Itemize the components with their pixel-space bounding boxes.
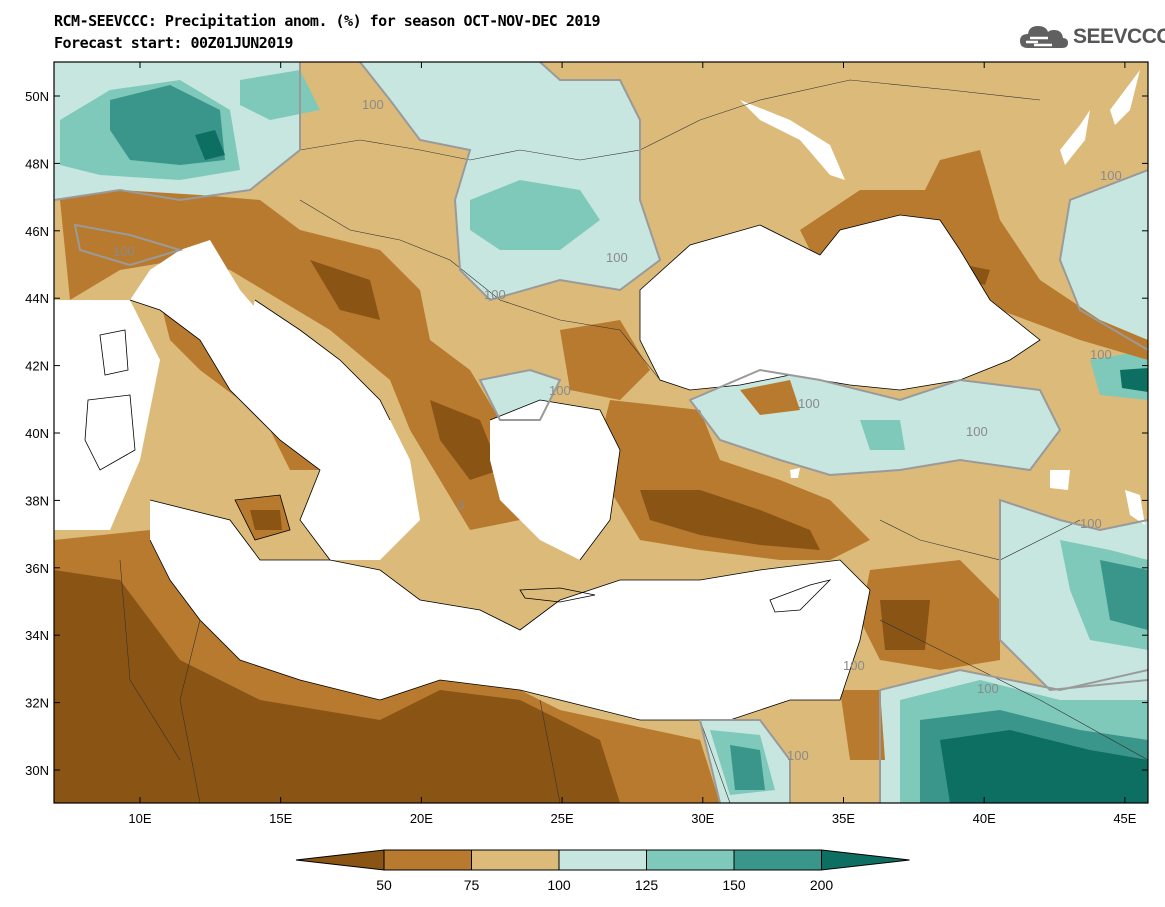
colorbar-segment: [383, 849, 472, 871]
contour-label: 100: [977, 681, 999, 696]
colorbar-tick-label: 150: [722, 877, 746, 893]
lat-label: 30N: [25, 763, 49, 778]
lat-label: 46N: [25, 224, 49, 239]
contour-label: 100: [549, 383, 571, 398]
contour-label: 100: [1090, 347, 1112, 362]
lat-label: 38N: [25, 493, 49, 508]
contour-label: 0: [457, 498, 464, 513]
lat-label: 44N: [25, 291, 49, 306]
colorbar-legend: 50 75 100 125 150 200: [295, 849, 910, 893]
lat-label: 32N: [25, 696, 49, 711]
lon-label: 45E: [1113, 811, 1136, 826]
contour-label: 100: [843, 658, 865, 673]
forecast-start-label: Forecast start: 00Z01JUN2019: [54, 34, 293, 52]
lat-label: 40N: [25, 426, 49, 441]
contour-label: 100: [787, 748, 809, 763]
contour-label: 100: [606, 250, 628, 265]
contour-label: 100: [1080, 516, 1102, 531]
lat-label: 48N: [25, 156, 49, 171]
lat-label: 42N: [25, 359, 49, 374]
contour-label: 100: [798, 396, 820, 411]
colorbar-tick-label: 100: [547, 877, 571, 893]
lon-label: 15E: [269, 811, 292, 826]
chart-title: RCM-SEEVCCC: Precipitation anom. (%) for…: [54, 12, 600, 30]
latitude-axis: 50N 48N 46N 44N 42N 40N 38N 36N 34N 32N 30N: [25, 89, 1148, 778]
lon-label: 30E: [691, 811, 714, 826]
logo-text: SEEVCCC: [1073, 25, 1165, 48]
lat-label: 36N: [25, 561, 49, 576]
contour-label: 100: [1100, 168, 1122, 183]
cloud-logo-icon: [1020, 26, 1068, 48]
colorbar-tick-label: 125: [635, 877, 659, 893]
lon-label: 10E: [128, 811, 151, 826]
lat-label: 34N: [25, 628, 49, 643]
contour-label-group: 100 100 100 100 100 100 100 100 100 100 …: [113, 97, 1122, 763]
colorbar-tick-label: 50: [376, 877, 392, 893]
contour-label: 100: [362, 97, 384, 112]
contour-label: 100: [113, 244, 135, 259]
colorbar-segment: [558, 849, 647, 871]
contour-label: 100: [966, 424, 988, 439]
lat-label: 50N: [25, 89, 49, 104]
lon-label: 40E: [973, 811, 996, 826]
colorbar-arrow-high: [821, 849, 910, 871]
contour-lines: [54, 62, 1148, 803]
coastlines: [84, 79, 1148, 803]
colorbar-segment: [471, 849, 560, 871]
longitude-axis: 10E 15E 20E 25E 30E 35E 40E 45E: [128, 62, 1137, 826]
colorbar-arrow-low: [295, 849, 385, 871]
colorbar-tick-label: 200: [810, 877, 834, 893]
seevccc-logo: SEEVCCC: [1018, 20, 1165, 54]
lon-label: 20E: [410, 811, 433, 826]
colorbar-tick-label: 75: [464, 877, 480, 893]
anomaly-field: [54, 62, 1148, 803]
contour-label: 100: [484, 287, 506, 302]
lon-label: 25E: [551, 811, 574, 826]
colorbar-segment: [733, 849, 822, 871]
colorbar-segment: [646, 849, 735, 871]
lon-label: 35E: [832, 811, 855, 826]
